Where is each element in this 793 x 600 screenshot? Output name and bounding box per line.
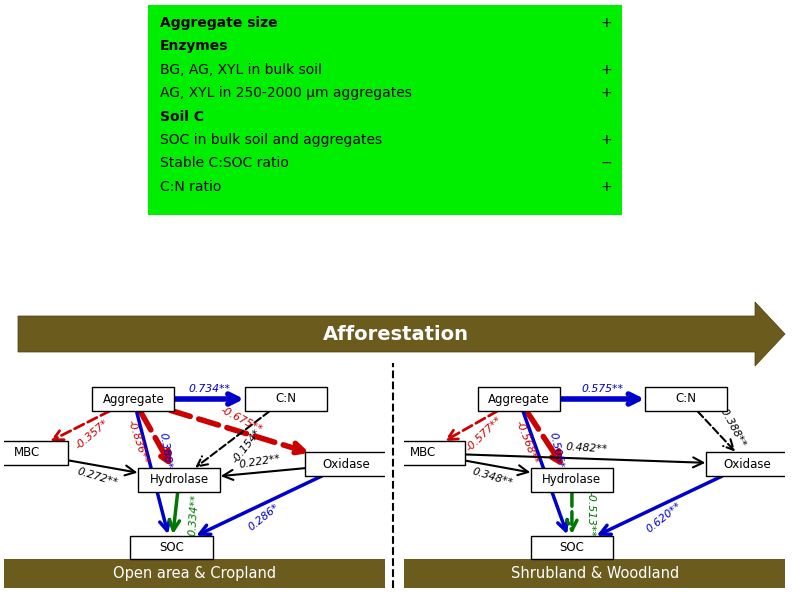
- Text: SOC: SOC: [560, 541, 584, 554]
- FancyBboxPatch shape: [138, 468, 220, 492]
- FancyBboxPatch shape: [130, 536, 213, 559]
- FancyBboxPatch shape: [92, 387, 174, 411]
- Text: SOC: SOC: [159, 541, 184, 554]
- Text: Oxidase: Oxidase: [323, 458, 370, 471]
- Text: +: +: [600, 133, 612, 147]
- Text: 0.222**: 0.222**: [239, 453, 282, 470]
- Text: Oxidase: Oxidase: [723, 458, 771, 471]
- FancyBboxPatch shape: [4, 559, 385, 588]
- Text: 0.505**: 0.505**: [547, 431, 566, 475]
- Text: 0.348**: 0.348**: [471, 466, 514, 488]
- FancyBboxPatch shape: [404, 559, 785, 588]
- Text: -0.675**: -0.675**: [219, 405, 264, 435]
- FancyBboxPatch shape: [531, 468, 613, 492]
- Text: Hydrolase: Hydrolase: [150, 473, 209, 487]
- Text: +: +: [600, 179, 612, 194]
- Text: +: +: [600, 63, 612, 77]
- Text: Shrubland & Woodland: Shrubland & Woodland: [511, 566, 679, 581]
- Polygon shape: [18, 302, 785, 366]
- Text: Aggregate: Aggregate: [488, 392, 550, 406]
- Text: Stable C:SOC ratio: Stable C:SOC ratio: [160, 156, 289, 170]
- Text: Hydrolase: Hydrolase: [542, 473, 601, 487]
- FancyBboxPatch shape: [305, 452, 388, 476]
- Text: -0.513**: -0.513**: [585, 491, 596, 536]
- Text: 0.482**: 0.482**: [565, 442, 607, 454]
- Text: -0.836**: -0.836**: [125, 419, 150, 465]
- FancyBboxPatch shape: [531, 536, 613, 559]
- Text: AG, XYL in 250-2000 μm aggregates: AG, XYL in 250-2000 μm aggregates: [160, 86, 412, 100]
- Text: -0.568**: -0.568**: [514, 419, 540, 466]
- Text: −: −: [600, 156, 612, 170]
- Text: Aggregate: Aggregate: [102, 392, 164, 406]
- Text: Soil C: Soil C: [160, 110, 204, 124]
- Text: -0.577**: -0.577**: [464, 414, 504, 453]
- Text: +: +: [600, 16, 612, 30]
- FancyBboxPatch shape: [382, 441, 465, 465]
- Text: 0.575**: 0.575**: [581, 384, 623, 394]
- FancyBboxPatch shape: [477, 387, 560, 411]
- Text: +: +: [600, 86, 612, 100]
- Text: 0.286*: 0.286*: [247, 502, 282, 533]
- Text: Open area & Cropland: Open area & Cropland: [113, 566, 276, 581]
- Text: 0.620**: 0.620**: [645, 500, 684, 535]
- FancyBboxPatch shape: [706, 452, 788, 476]
- Text: SOC in bulk soil and aggregates: SOC in bulk soil and aggregates: [160, 133, 382, 147]
- FancyBboxPatch shape: [0, 441, 68, 465]
- Text: -0.388**: -0.388**: [717, 404, 748, 449]
- Text: 0.734**: 0.734**: [189, 384, 231, 394]
- Text: Aggregate size: Aggregate size: [160, 16, 278, 30]
- Text: Enzymes: Enzymes: [160, 40, 228, 53]
- Text: BG, AG, XYL in bulk soil: BG, AG, XYL in bulk soil: [160, 63, 322, 77]
- Text: Afforestation: Afforestation: [323, 325, 469, 343]
- Text: -0.357*: -0.357*: [74, 417, 110, 451]
- Text: -0.154*: -0.154*: [231, 427, 263, 465]
- Text: C:N: C:N: [676, 392, 696, 406]
- Text: MBC: MBC: [410, 446, 437, 460]
- Text: MBC: MBC: [13, 446, 40, 460]
- Text: 0.388**: 0.388**: [158, 432, 174, 475]
- FancyBboxPatch shape: [244, 387, 327, 411]
- FancyBboxPatch shape: [645, 387, 727, 411]
- FancyBboxPatch shape: [148, 5, 622, 215]
- Text: 0.334**: 0.334**: [187, 493, 200, 536]
- Text: 0.272**: 0.272**: [76, 466, 119, 488]
- Text: C:N ratio: C:N ratio: [160, 179, 221, 194]
- Text: C:N: C:N: [275, 392, 296, 406]
